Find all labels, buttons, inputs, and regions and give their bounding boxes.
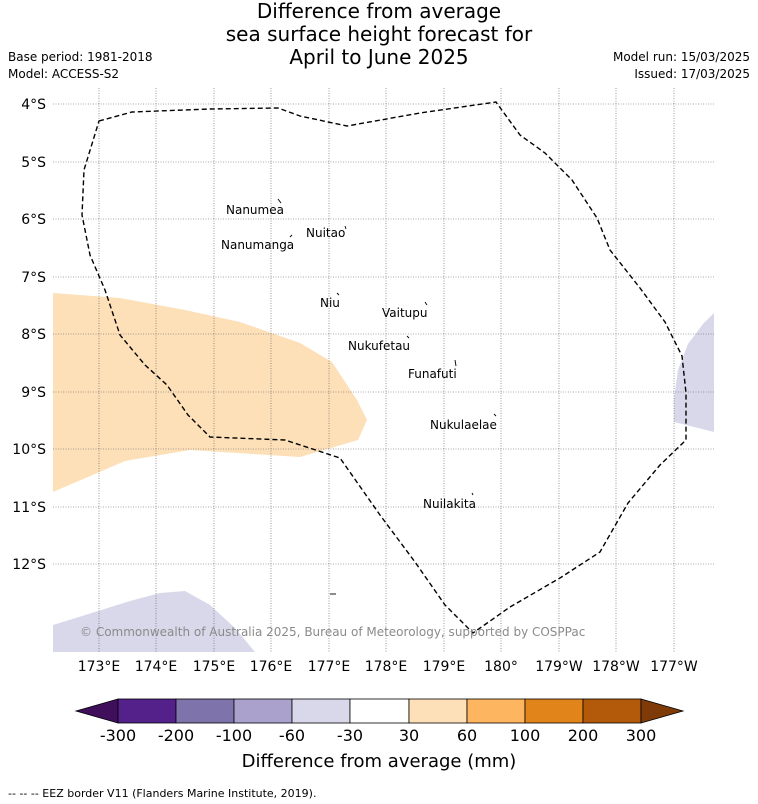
lat-label: 10°S (12, 442, 46, 458)
issued-date: Issued: 17/03/2025 (634, 67, 750, 81)
colorbar-extend-high (640, 698, 685, 724)
lat-label: 9°S (21, 385, 46, 401)
colorbar-bin (466, 698, 526, 724)
colorbar-tick-label: 30 (399, 726, 419, 745)
colorbar-tick-label: 200 (568, 726, 599, 745)
positive-anomaly-region (53, 293, 367, 492)
colorbar-tick-label: 300 (626, 726, 657, 745)
lat-label: 11°S (12, 500, 46, 516)
island-label-nuitao: Nuitao (306, 226, 345, 240)
colorbar-bin (233, 698, 293, 724)
lon-label: 177°W (650, 659, 698, 675)
island-label-nanumanga: Nanumanga (221, 238, 294, 252)
negative-anomaly-region-south (53, 591, 255, 652)
title-line-1: Difference from average (256, 0, 502, 23)
lat-label: 8°S (21, 327, 46, 343)
colorbar-ticks: -300 -200 -100 -60 -30 30 60 100 200 300 (100, 726, 656, 745)
colorbar-tick-label: -100 (216, 726, 252, 745)
colorbar-bin (349, 698, 410, 724)
island-label-nuilakita: Nuilakita (423, 497, 476, 511)
lon-label: 180° (484, 659, 518, 675)
base-period: Base period: 1981-2018 (8, 50, 153, 64)
lon-label: 177°E (308, 659, 351, 675)
island-label-nukulaelae: Nukulaelae (430, 418, 497, 432)
lon-label: 178°E (365, 659, 408, 675)
title-line-3: April to June 2025 (289, 45, 469, 69)
colorbar-extend-low (74, 698, 119, 724)
model-name: Model: ACCESS-S2 (8, 67, 120, 81)
lon-label: 176°E (250, 659, 293, 675)
lat-label: 7°S (21, 270, 46, 286)
lon-label: 174°E (135, 659, 178, 675)
colorbar-tick-label: 60 (457, 726, 477, 745)
island-markers (277, 198, 497, 595)
eez-legend-note: -- -- -- EEZ border V11 (Flanders Marine… (8, 787, 316, 800)
meta-left: Base period: 1981-2018 Model: ACCESS-S2 (8, 49, 153, 83)
colorbar-tick-label: 100 (510, 726, 541, 745)
island-label-funafuti: Funafuti (408, 367, 457, 381)
chart-title: Difference from average sea surface heig… (0, 0, 758, 69)
colorbar-tick-label: -60 (279, 726, 305, 745)
longitude-labels: 173°E 174°E 175°E 176°E 177°E 178°E 179°… (78, 659, 698, 675)
title-line-2: sea surface height forecast for (225, 22, 533, 46)
model-run: Model run: 15/03/2025 (612, 50, 750, 64)
colorbar (74, 698, 685, 724)
lon-label: 175°E (193, 659, 236, 675)
lon-label: 178°W (592, 659, 640, 675)
copyright-notice: © Commonwealth of Australia 2025, Bureau… (80, 625, 585, 639)
colorbar-bin (408, 698, 468, 724)
eez-border (81, 101, 687, 634)
colorbar-bin (524, 698, 584, 724)
lon-label: 173°E (78, 659, 121, 675)
island-label-vaitupu: Vaitupu (382, 306, 428, 320)
lat-label: 6°S (21, 212, 46, 228)
colorbar-bin (582, 698, 642, 724)
lat-label: 4°S (21, 97, 46, 113)
lat-label: 5°S (21, 155, 46, 171)
longitude-gridlines (98, 88, 675, 652)
island-label-niu: Niu (320, 296, 340, 310)
colorbar-tick-label: -300 (100, 726, 136, 745)
colorbar-bin (291, 698, 351, 724)
colorbar-title: Difference from average (mm) (242, 751, 517, 772)
lat-label: 12°S (12, 557, 46, 573)
colorbar-bin (175, 698, 235, 724)
colorbar-tick-label: -200 (158, 726, 194, 745)
negative-anomaly-region-east (674, 313, 714, 432)
meta-right: Model run: 15/03/2025 Issued: 17/03/2025 (613, 49, 750, 83)
lon-label: 179°E (423, 659, 466, 675)
latitude-gridlines (53, 103, 714, 565)
colorbar-tick-label: -30 (337, 726, 363, 745)
island-label-nukufetau: Nukufetau (348, 339, 410, 353)
island-label-nanumea: Nanumea (226, 203, 284, 217)
lon-label: 179°W (535, 659, 583, 675)
latitude-labels: 4°S 5°S 6°S 7°S 8°S 9°S 10°S 11°S 12°S (12, 97, 46, 573)
colorbar-bin (117, 698, 177, 724)
